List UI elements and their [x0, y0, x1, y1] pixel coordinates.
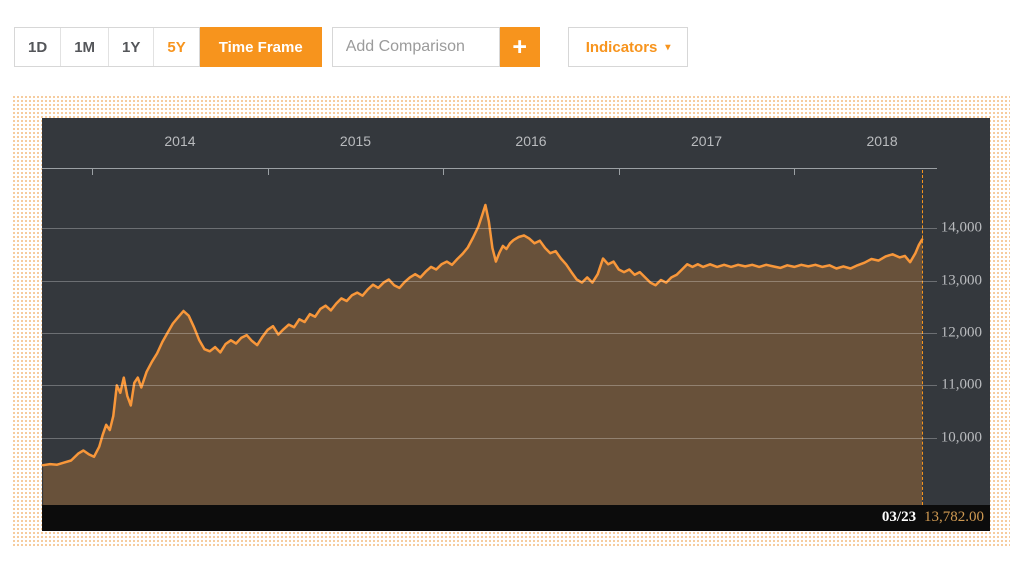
indicators-label: Indicators: [585, 38, 658, 56]
x-axis-label: 2017: [690, 133, 723, 149]
y-axis-label: 10,000: [940, 429, 982, 446]
price-area-chart[interactable]: [42, 168, 927, 505]
x-axis-label: 2018: [866, 133, 898, 149]
x-axis-tick: [794, 168, 796, 175]
indicators-dropdown-button[interactable]: Indicators ▾: [567, 27, 689, 67]
chart-panel[interactable]: 03/23 13,782.00 10,000 11,000 12,000 13,000…: [42, 118, 990, 531]
chart-frame: 03/23 13,782.00 10,000 11,000 12,000 13,000…: [12, 95, 1010, 547]
x-axis-label: 2016: [515, 133, 547, 149]
plus-icon: +: [512, 32, 527, 61]
timeframe-item-5y[interactable]: 5Y: [154, 28, 198, 66]
x-axis-tick: [618, 168, 620, 175]
y-axis-label: 12,000: [940, 324, 982, 341]
y-axis-label: 13,000: [940, 272, 982, 289]
gridline: [42, 385, 937, 387]
x-axis-line: [42, 168, 937, 169]
gridline: [42, 332, 937, 334]
timeframe-item-1d[interactable]: 1D: [15, 28, 62, 66]
timeframe-group: 1D 1M 1Y 5Y: [14, 27, 200, 67]
cursor-date-label: 03/23: [881, 509, 917, 525]
timeframe-item-1m[interactable]: 1M: [61, 28, 110, 66]
timeframe-label: 1D: [28, 38, 48, 56]
cursor-info-bar: 03/23 13,782.00: [42, 505, 990, 531]
time-frame-button[interactable]: Time Frame: [199, 27, 322, 67]
gridline: [42, 228, 937, 230]
timeframe-label: 1M: [74, 38, 96, 56]
timeframe-label: 5Y: [167, 38, 186, 56]
timeframe-label: 1Y: [122, 38, 141, 56]
price-area-fill: [43, 205, 923, 505]
x-axis-label: 2015: [339, 133, 372, 149]
chart-toolbar: 1D 1M 1Y 5Y Time Frame + Indicators ▾: [14, 27, 689, 67]
gridline: [42, 280, 937, 282]
y-axis-label: 11,000: [941, 376, 982, 393]
x-axis-tick: [92, 168, 94, 175]
add-comparison-button[interactable]: +: [499, 27, 540, 67]
x-axis-label: 2014: [164, 133, 196, 149]
x-axis-tick: [443, 168, 445, 175]
gridline: [42, 437, 937, 439]
y-axis-label: 14,000: [940, 219, 982, 236]
price-line: [42, 203, 924, 467]
add-comparison-group: +: [331, 27, 540, 67]
cursor-line: [922, 170, 924, 505]
chevron-down-icon: ▾: [665, 41, 671, 53]
x-axis-tick: [267, 168, 269, 175]
add-comparison-input[interactable]: [331, 27, 500, 67]
timeframe-item-1y[interactable]: 1Y: [109, 28, 155, 66]
last-price-value: 13,782.00: [924, 509, 984, 525]
